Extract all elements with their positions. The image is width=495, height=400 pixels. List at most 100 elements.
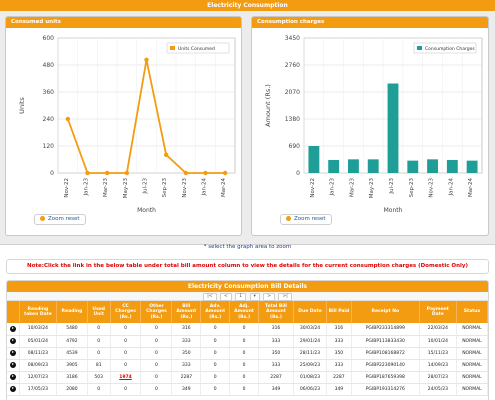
table-cell: 15/11/23 [419,347,457,360]
zoom-icon [40,216,45,221]
expand-row-icon[interactable] [9,373,16,380]
data-point [85,170,90,176]
table-cell: 0 [200,335,231,348]
units-zoom-reset-button[interactable]: Zoom reset [34,214,86,225]
bar [387,83,399,173]
table-cell: 0 [140,359,173,372]
table-cell: 503 [87,371,111,384]
table-cell: 0 [140,371,173,384]
x-tick-label: Jul-23 [389,178,395,195]
table-cell: 5480 [56,323,88,336]
x-tick-label: Nov-22 [310,178,316,198]
table-cell: 0 [200,383,231,396]
data-point [203,170,208,176]
table-cell: 10/03/24 [19,323,57,336]
y-tick-label: 480 [43,62,55,69]
column-header: Payment Date [419,301,457,323]
charges-zoom-reset-button[interactable]: Zoom reset [280,214,332,225]
bar [407,160,419,173]
y-tick-label: 360 [43,89,55,96]
table-cell: 0 [200,323,231,336]
table-cell: 0 [110,323,142,336]
table-cell: 81 [87,359,111,372]
y-axis-label: Amount (Rs.) [264,84,272,127]
expand-row-icon[interactable] [9,349,16,356]
x-tick-label: Jan-23 [84,178,90,197]
column-header: Used Unit [87,301,111,323]
pager-prev-button[interactable]: < [219,293,232,301]
data-point [144,57,149,63]
column-header: Other Charges (Rs.) [140,301,173,323]
table-cell: PGIBP193314276 [351,383,420,396]
charges-chart-panel: Consumption charges 0 690 1380 2070 2760 3450… [251,16,489,236]
y-tick-label: 120 [43,143,55,150]
table-header-row: Reading taken Date Reading Used Unit CC Cha… [7,301,488,323]
expand-cell [7,323,20,336]
table-cell: 28/07/23 [419,371,457,384]
expand-row-icon[interactable] [9,325,16,332]
y-tick-label: 600 [43,35,55,42]
expand-row-icon[interactable] [9,385,16,392]
pager-page-select[interactable]: 1 [235,293,247,301]
column-header: Receipt No [351,301,420,323]
legend-box [413,42,477,54]
table-cell: 0 [229,347,259,360]
x-tick-label: Jul-23 [143,178,149,195]
bar [308,146,320,173]
table-cell: 350 [326,347,352,360]
x-axis-label: Month [384,207,403,213]
table-cell: 316 [171,323,202,336]
table-cell: 29/01/24 [293,335,328,348]
table-cell: PGIBP233314899 [351,323,420,336]
x-tick-label: May-23 [369,178,375,199]
table-cell: 3186 [56,371,88,384]
x-tick-label: Sep-23 [162,178,168,198]
table-cell: 0 [140,347,173,360]
x-axis-label: Month [137,207,156,213]
cc-charges-link[interactable]: 1974 [119,374,132,380]
legend-swatch [417,46,422,50]
data-point [124,170,130,176]
pager-next-button[interactable]: > [263,293,275,301]
bill-details-panel: Electricity Consumption Bill Details |< … [6,280,489,400]
pager-first-button[interactable]: |< [203,293,217,301]
table-cell: 333 [258,359,295,372]
bill-table: Reading taken Date Reading Used Unit CC Cha… [7,301,488,396]
y-tick-label: 240 [43,116,55,123]
bar [367,159,379,173]
column-header: Reading taken Date [19,301,57,323]
bar [446,159,458,173]
y-tick-label: 2070 [285,89,300,96]
column-header: Adv. Amount (Rs.) [200,301,231,323]
table-cell: 0 [110,359,142,372]
table-cell: 0 [87,323,111,336]
table-cell: 0 [229,383,259,396]
expand-row-icon[interactable] [9,337,16,344]
table-cell: 0 [140,335,173,348]
table-cell: 0 [110,347,142,360]
x-tick-label: Nov-23 [182,178,188,198]
table-cell: NORMAL [456,323,488,336]
data-point [104,170,110,176]
pager-dropdown-icon[interactable]: ▾ [249,293,260,301]
units-line-chart[interactable]: 0 120 240 360 480 600 Nov-22 Jan-23 Mar-23 May-23… [6,28,242,213]
units-chart-panel: Consumed units 0 120 240 360 480 600 Nov-22 Jan… [5,16,242,236]
table-cell: 2287 [258,371,295,384]
table-cell: 333 [326,335,352,348]
column-header: CC Charges (Rs.) [110,301,142,323]
zoom-hint: * select the graph area to zoom [203,244,292,250]
table-cell: 316 [326,323,352,336]
table-cell: 01/08/23 [293,371,328,384]
table-cell: 14/09/23 [419,359,457,372]
expand-row-icon[interactable] [9,361,16,368]
bar [466,160,478,173]
column-header: Reading [56,301,88,323]
x-tick-label: Mar-23 [349,178,355,198]
charges-bar-chart[interactable]: 0 690 1380 2070 2760 3450 Nov-22 Jan-23 Mar-23 Ma… [252,28,489,213]
table-cell: 0 [229,371,259,384]
pager-last-button[interactable]: >| [278,293,292,301]
x-tick-label: Nov-23 [429,178,435,198]
table-cell: 1974 [110,371,142,384]
table-cell: 0 [140,323,173,336]
